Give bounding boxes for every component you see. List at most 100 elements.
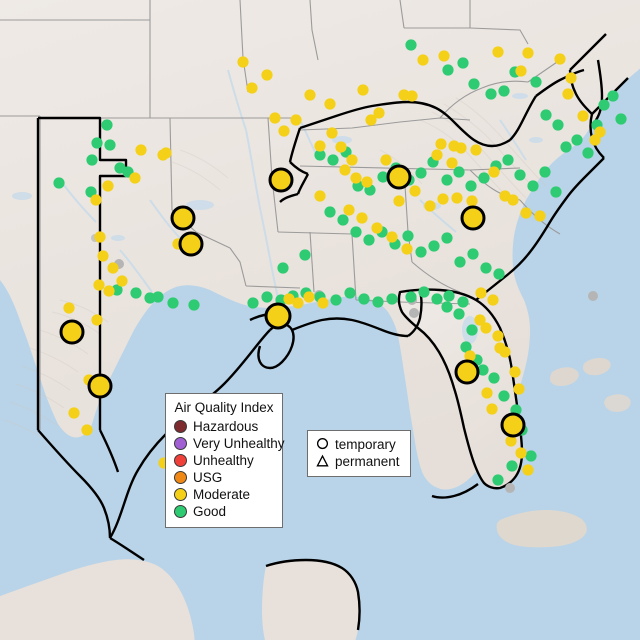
station-marker[interactable] bbox=[598, 99, 610, 111]
station-marker[interactable] bbox=[356, 212, 368, 224]
station-marker[interactable] bbox=[453, 166, 465, 178]
station-marker[interactable] bbox=[314, 149, 326, 161]
legend-item-moderate[interactable]: Moderate bbox=[174, 486, 274, 503]
station-marker[interactable] bbox=[63, 302, 75, 314]
station-marker[interactable] bbox=[487, 294, 499, 306]
station-marker[interactable] bbox=[129, 172, 141, 184]
station-marker[interactable] bbox=[441, 232, 453, 244]
legend-item-usg[interactable]: USG bbox=[174, 469, 274, 486]
station-marker[interactable] bbox=[475, 287, 487, 299]
station-marker[interactable] bbox=[513, 383, 525, 395]
station-marker[interactable] bbox=[188, 299, 200, 311]
station-marker-highlighted[interactable] bbox=[264, 302, 292, 330]
station-marker[interactable] bbox=[478, 172, 490, 184]
station-marker[interactable] bbox=[405, 291, 417, 303]
station-marker[interactable] bbox=[498, 85, 510, 97]
station-marker[interactable] bbox=[492, 46, 504, 58]
station-marker[interactable] bbox=[339, 164, 351, 176]
station-marker[interactable] bbox=[358, 293, 370, 305]
station-marker[interactable] bbox=[514, 169, 526, 181]
station-marker[interactable] bbox=[415, 167, 427, 179]
station-marker[interactable] bbox=[480, 262, 492, 274]
station-marker[interactable] bbox=[299, 249, 311, 261]
legend-item-good[interactable]: Good bbox=[174, 503, 274, 520]
station-marker[interactable] bbox=[582, 147, 594, 159]
station-marker[interactable] bbox=[93, 279, 105, 291]
station-marker[interactable] bbox=[492, 474, 504, 486]
station-markers-highlighted[interactable] bbox=[59, 164, 526, 438]
station-marker[interactable] bbox=[406, 90, 418, 102]
station-marker[interactable] bbox=[330, 294, 342, 306]
station-marker[interactable] bbox=[94, 231, 106, 243]
station-marker[interactable] bbox=[277, 262, 289, 274]
station-marker[interactable] bbox=[520, 207, 532, 219]
station-marker[interactable] bbox=[152, 291, 164, 303]
station-marker-highlighted[interactable] bbox=[460, 205, 486, 231]
station-marker[interactable] bbox=[499, 346, 511, 358]
station-marker[interactable] bbox=[424, 200, 436, 212]
station-marker-highlighted[interactable] bbox=[268, 167, 294, 193]
station-marker[interactable] bbox=[431, 293, 443, 305]
station-marker[interactable] bbox=[317, 297, 329, 309]
station-marker[interactable] bbox=[415, 246, 427, 258]
station-marker-highlighted[interactable] bbox=[386, 164, 412, 190]
station-marker[interactable] bbox=[86, 154, 98, 166]
station-marker[interactable] bbox=[428, 240, 440, 252]
station-marker[interactable] bbox=[474, 314, 486, 326]
station-marker[interactable] bbox=[552, 119, 564, 131]
station-marker[interactable] bbox=[594, 126, 606, 138]
station-marker[interactable] bbox=[91, 137, 103, 149]
station-marker[interactable] bbox=[488, 166, 500, 178]
station-marker[interactable] bbox=[90, 194, 102, 206]
station-marker[interactable] bbox=[498, 390, 510, 402]
legend-item-temporary[interactable]: temporary bbox=[315, 436, 403, 453]
station-marker[interactable] bbox=[534, 210, 546, 222]
station-marker[interactable] bbox=[417, 54, 429, 66]
station-marker[interactable] bbox=[453, 308, 465, 320]
station-marker[interactable] bbox=[314, 190, 326, 202]
station-marker[interactable] bbox=[466, 324, 478, 336]
station-marker[interactable] bbox=[53, 177, 65, 189]
station-marker[interactable] bbox=[386, 293, 398, 305]
station-marker[interactable] bbox=[304, 89, 316, 101]
station-marker[interactable] bbox=[344, 287, 356, 299]
station-marker[interactable] bbox=[343, 204, 355, 216]
station-marker[interactable] bbox=[554, 53, 566, 65]
station-marker[interactable] bbox=[577, 110, 589, 122]
station-marker[interactable] bbox=[402, 230, 414, 242]
station-marker[interactable] bbox=[437, 193, 449, 205]
station-marker[interactable] bbox=[527, 180, 539, 192]
station-marker[interactable] bbox=[431, 149, 443, 161]
station-marker[interactable] bbox=[446, 157, 458, 169]
station-marker-highlighted[interactable] bbox=[59, 319, 85, 345]
station-marker[interactable] bbox=[454, 256, 466, 268]
station-marker[interactable] bbox=[560, 141, 572, 153]
station-marker[interactable] bbox=[486, 403, 498, 415]
legend-item-very-unhealthy[interactable]: Very Unhealthy bbox=[174, 435, 285, 452]
station-marker[interactable] bbox=[550, 186, 562, 198]
station-marker[interactable] bbox=[418, 286, 430, 298]
station-marker[interactable] bbox=[380, 154, 392, 166]
station-marker[interactable] bbox=[102, 180, 114, 192]
station-marker[interactable] bbox=[540, 109, 552, 121]
station-marker[interactable] bbox=[506, 460, 518, 472]
station-marker[interactable] bbox=[457, 57, 469, 69]
station-marker[interactable] bbox=[492, 330, 504, 342]
station-marker[interactable] bbox=[350, 172, 362, 184]
station-marker[interactable] bbox=[373, 107, 385, 119]
station-marker[interactable] bbox=[466, 195, 478, 207]
station-marker[interactable] bbox=[522, 464, 534, 476]
station-marker[interactable] bbox=[314, 140, 326, 152]
station-marker[interactable] bbox=[326, 127, 338, 139]
station-marker-highlighted[interactable] bbox=[170, 205, 196, 231]
station-marker[interactable] bbox=[442, 64, 454, 76]
station-marker[interactable] bbox=[104, 139, 116, 151]
station-marker[interactable] bbox=[481, 387, 493, 399]
legend-item-hazardous[interactable]: Hazardous bbox=[174, 418, 274, 435]
station-marker[interactable] bbox=[515, 447, 527, 459]
station-marker[interactable] bbox=[261, 291, 273, 303]
station-marker-highlighted[interactable] bbox=[500, 412, 526, 438]
station-marker[interactable] bbox=[68, 407, 80, 419]
station-marker[interactable] bbox=[324, 98, 336, 110]
